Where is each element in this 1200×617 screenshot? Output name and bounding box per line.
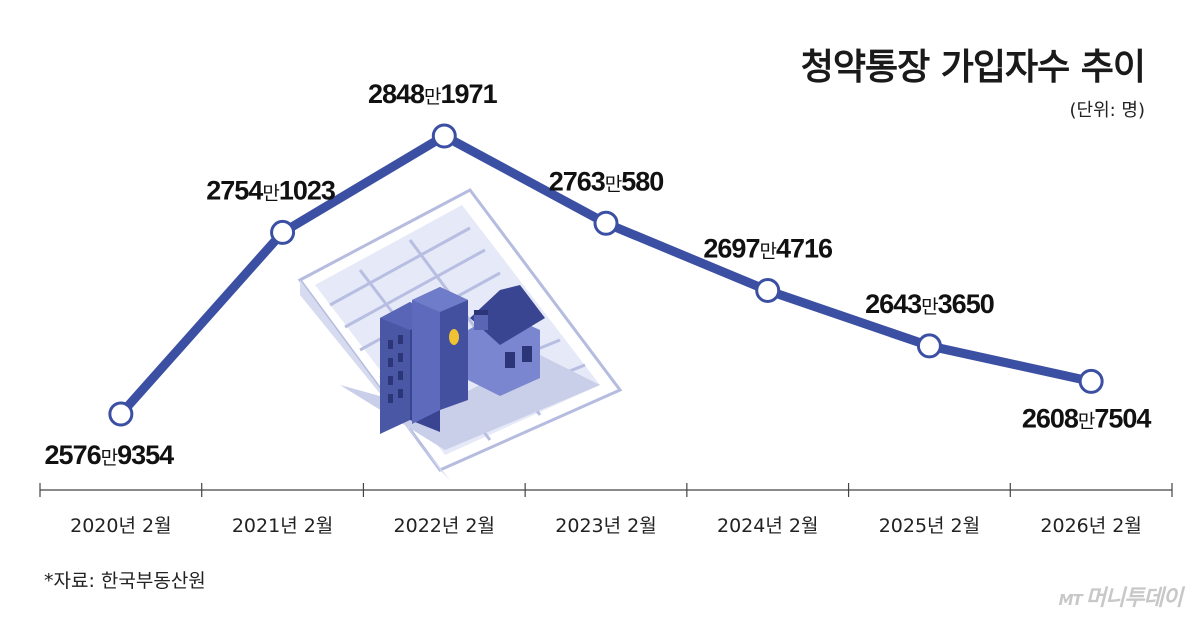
data-label: 2763만580 <box>549 166 664 196</box>
x-tick-label: 2023년 2월 <box>555 515 656 537</box>
data-label: 2576만9354 <box>45 440 175 470</box>
chart-title: 청약통장 가입자수 추이 <box>800 47 1146 88</box>
x-tick-label: 2025년 2월 <box>879 515 980 537</box>
data-point <box>431 123 457 149</box>
x-tick-label: 2026년 2월 <box>1040 515 1141 537</box>
unit-label: (단위: 명) <box>1069 100 1145 121</box>
data-point <box>108 401 134 427</box>
x-tick-label: 2021년 2월 <box>232 515 333 537</box>
data-label: 2643만3650 <box>865 289 994 319</box>
house-laptop-illustration <box>297 188 623 480</box>
x-tick-label: 2022년 2월 <box>394 515 495 537</box>
brand-logo: MT 머니투데이 <box>1058 586 1183 611</box>
data-point <box>593 210 619 236</box>
data-point <box>270 219 296 245</box>
data-label: 2608만7504 <box>1022 403 1152 433</box>
data-label: 2754만1023 <box>206 175 336 205</box>
source-note: *자료: 한국부동산원 <box>44 570 206 592</box>
x-tick-label: 2020년 2월 <box>70 515 171 537</box>
data-label: 2697만4716 <box>703 233 833 263</box>
data-point <box>755 277 781 303</box>
data-point <box>916 333 942 359</box>
x-tick-label: 2024년 2월 <box>717 515 818 537</box>
data-label: 2848만1971 <box>368 79 498 109</box>
data-point <box>1078 368 1104 394</box>
